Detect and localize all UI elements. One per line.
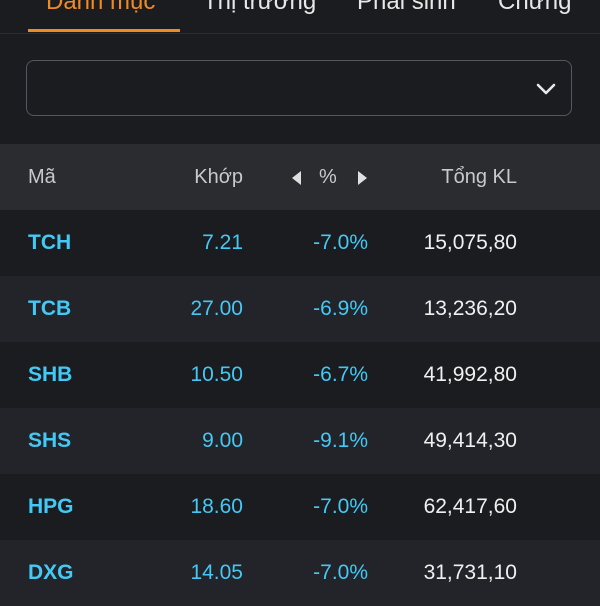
match-price: 27.00 <box>190 297 243 320</box>
total-volume: 13,236,20 <box>423 297 517 320</box>
stock-code: DXG <box>28 561 74 584</box>
active-tab-indicator <box>28 29 180 32</box>
table-row[interactable]: SHB 10.50 -6.7% 41,992,80 <box>0 342 600 408</box>
change-percent: -7.0% <box>313 231 368 254</box>
header-volume[interactable]: Tổng KL <box>441 166 517 188</box>
stock-code: TCB <box>28 297 72 320</box>
header-match[interactable]: Khớp <box>194 166 243 188</box>
stock-code: SHB <box>28 363 73 386</box>
stock-code: HPG <box>28 495 74 518</box>
tab-danh-muc[interactable]: Danh mục <box>46 0 156 15</box>
match-price: 7.21 <box>202 231 243 254</box>
change-percent: -7.0% <box>313 561 368 584</box>
table-row[interactable]: HPG 18.60 -7.0% 62,417,60 <box>0 474 600 540</box>
table-row[interactable]: TCB 27.00 -6.9% 13,236,20 <box>0 276 600 342</box>
total-volume: 41,992,80 <box>423 363 517 386</box>
change-percent: -6.9% <box>313 297 368 320</box>
chevron-down-icon <box>536 83 556 95</box>
tab-divider <box>0 33 600 34</box>
total-volume: 62,417,60 <box>423 495 517 518</box>
change-percent: -7.0% <box>313 495 368 518</box>
watchlist-dropdown[interactable] <box>26 60 572 116</box>
stock-code: TCH <box>28 231 72 254</box>
match-price: 9.00 <box>202 429 243 452</box>
tab-thi-truong[interactable]: Thị trường <box>203 0 317 15</box>
header-pct-switcher: % <box>290 166 370 190</box>
match-price: 10.50 <box>190 363 243 386</box>
header-code[interactable]: Mã <box>28 166 56 188</box>
table-header: Mã Khớp % Tổng KL <box>0 144 600 210</box>
tab-chung[interactable]: Chứng <box>498 0 572 15</box>
caret-right-icon[interactable] <box>358 171 367 185</box>
table-row[interactable]: SHS 9.00 -9.1% 49,414,30 <box>0 408 600 474</box>
change-percent: -9.1% <box>313 429 368 452</box>
header-pct[interactable]: % <box>319 166 337 188</box>
total-volume: 49,414,30 <box>423 429 517 452</box>
tab-phai-sinh[interactable]: Phái sinh <box>357 0 456 15</box>
table-row[interactable]: DXG 14.05 -7.0% 31,731,10 <box>0 540 600 606</box>
top-tab-bar: Danh mục Thị trường Phái sinh Chứng <box>0 0 600 34</box>
total-volume: 31,731,10 <box>423 561 517 584</box>
stock-code: SHS <box>28 429 72 452</box>
caret-left-icon[interactable] <box>292 171 301 185</box>
match-price: 18.60 <box>190 495 243 518</box>
table-row[interactable]: TCH 7.21 -7.0% 15,075,80 <box>0 210 600 276</box>
total-volume: 15,075,80 <box>423 231 517 254</box>
change-percent: -6.7% <box>313 363 368 386</box>
match-price: 14.05 <box>190 561 243 584</box>
